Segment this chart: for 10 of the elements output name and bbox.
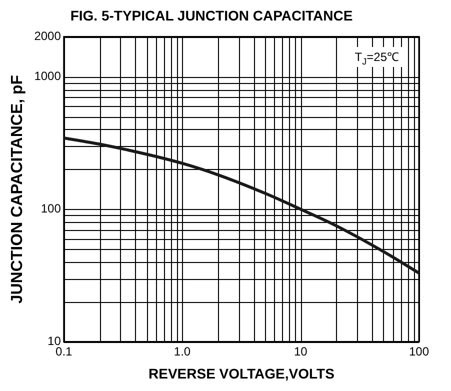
x-tick-label: 1.0 — [174, 344, 191, 358]
y-axis-title: JUNCTION CAPACITANCE, pF — [9, 74, 26, 304]
chart-title: FIG. 5-TYPICAL JUNCTION CAPACITANCE — [70, 7, 353, 24]
x-tick-label: 10 — [294, 344, 308, 358]
x-axis-title: REVERSE VOLTAGE,VOLTS — [148, 365, 334, 382]
y-tick-label: 2000 — [34, 29, 62, 44]
y-tick-label: 100 — [40, 202, 62, 216]
x-tick-label: 100 — [408, 344, 430, 358]
y-tick-label: 1000 — [34, 69, 62, 84]
annotation: T$_{J}$=25℃ — [348, 46, 405, 68]
